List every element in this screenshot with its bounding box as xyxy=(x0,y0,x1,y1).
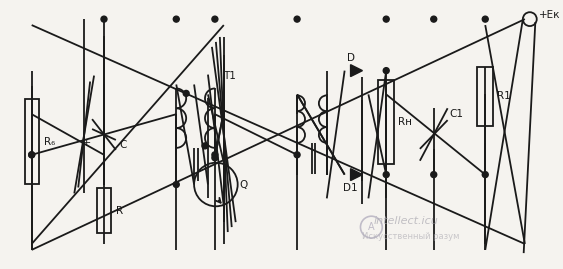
Circle shape xyxy=(212,155,218,161)
Text: C1: C1 xyxy=(450,109,463,119)
Circle shape xyxy=(383,68,389,74)
Text: Rн: Rн xyxy=(398,117,412,127)
Polygon shape xyxy=(351,169,363,180)
Text: D1: D1 xyxy=(343,183,358,193)
Bar xyxy=(25,99,39,183)
Circle shape xyxy=(29,152,35,158)
Bar xyxy=(378,80,394,164)
Text: C: C xyxy=(120,140,127,150)
Circle shape xyxy=(383,172,389,178)
Circle shape xyxy=(482,16,488,22)
Text: +Eк: +Eк xyxy=(539,10,560,20)
Text: T1: T1 xyxy=(223,70,236,80)
Circle shape xyxy=(431,172,437,178)
Text: Q: Q xyxy=(240,179,248,189)
Circle shape xyxy=(29,152,35,158)
Circle shape xyxy=(431,16,437,22)
Text: intellect.icu: intellect.icu xyxy=(374,216,439,226)
Circle shape xyxy=(294,152,300,158)
Text: R₆: R₆ xyxy=(43,137,55,147)
Text: D: D xyxy=(347,53,355,63)
Circle shape xyxy=(383,16,389,22)
Circle shape xyxy=(173,16,179,22)
Text: +: + xyxy=(82,138,91,148)
Text: R: R xyxy=(116,206,123,216)
Circle shape xyxy=(173,182,179,187)
Polygon shape xyxy=(351,65,363,77)
Bar xyxy=(97,189,111,233)
Circle shape xyxy=(212,16,218,22)
Text: Искусственный разум: Искусственный разум xyxy=(362,232,459,242)
Text: A: A xyxy=(368,222,374,232)
Circle shape xyxy=(202,143,208,149)
Circle shape xyxy=(294,16,300,22)
Bar xyxy=(477,67,493,126)
Circle shape xyxy=(482,172,488,178)
Text: R1: R1 xyxy=(497,91,511,101)
Circle shape xyxy=(101,16,107,22)
Circle shape xyxy=(183,90,189,96)
Circle shape xyxy=(212,152,218,158)
